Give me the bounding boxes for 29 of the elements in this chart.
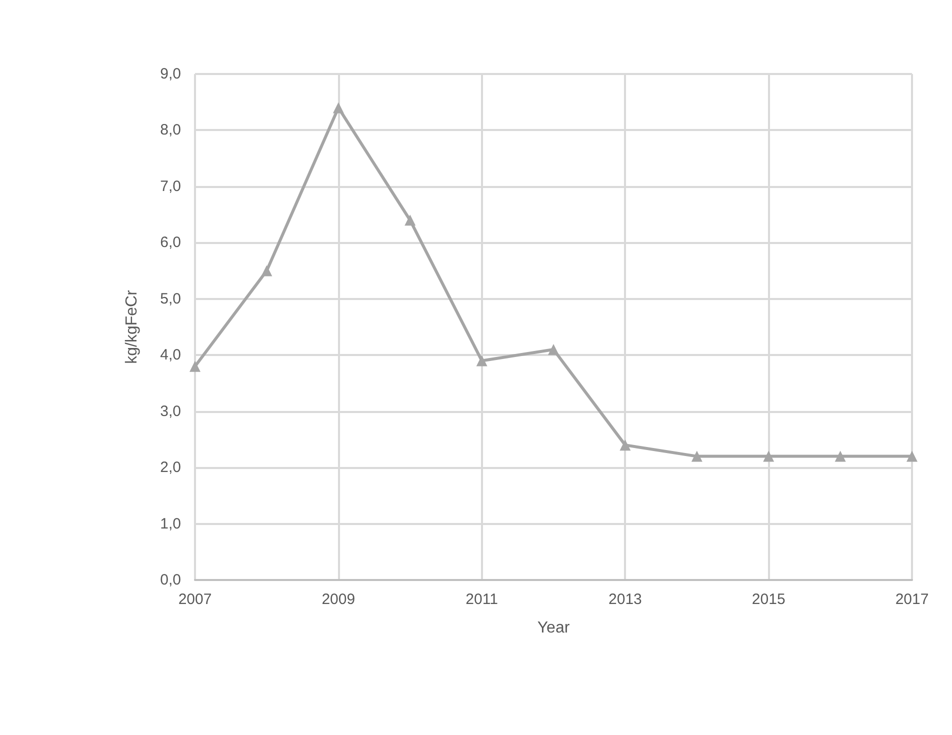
- point: [404, 214, 416, 226]
- x-tick-label: 2011: [466, 591, 498, 608]
- y-tick-label: 4,0: [160, 346, 181, 364]
- y-tick-label: 7,0: [160, 178, 181, 195]
- x-tick-label: 2013: [608, 591, 642, 608]
- point: [332, 102, 344, 114]
- point: [476, 355, 488, 366]
- x-axis-title: Year: [537, 620, 570, 636]
- y-tick-label: 5,0: [160, 290, 181, 308]
- x-tick-label: 2015: [752, 591, 786, 608]
- x-tick-label: 2009: [322, 591, 356, 608]
- x-tick-label: 2007: [178, 591, 212, 608]
- y-tick-label: 8,0: [160, 122, 181, 139]
- y-tick-label: 3,0: [160, 402, 181, 420]
- point: [691, 450, 702, 462]
- x-tick-label: 2017: [895, 591, 929, 608]
- y-tick-label: 9,0: [160, 66, 181, 82]
- point: [548, 344, 559, 355]
- y-tick-label: 0,0: [160, 572, 181, 588]
- point: [906, 450, 918, 462]
- y-tick-label: 6,0: [160, 234, 181, 252]
- y-axis-title: kg/kgFeCr: [124, 289, 140, 364]
- point: [834, 450, 846, 462]
- y-tick-label: 2,0: [160, 459, 181, 476]
- point: [261, 265, 272, 276]
- point: [763, 450, 774, 462]
- point: [620, 440, 631, 451]
- point: [190, 360, 200, 372]
- y-tick-label: 1,0: [160, 515, 181, 532]
